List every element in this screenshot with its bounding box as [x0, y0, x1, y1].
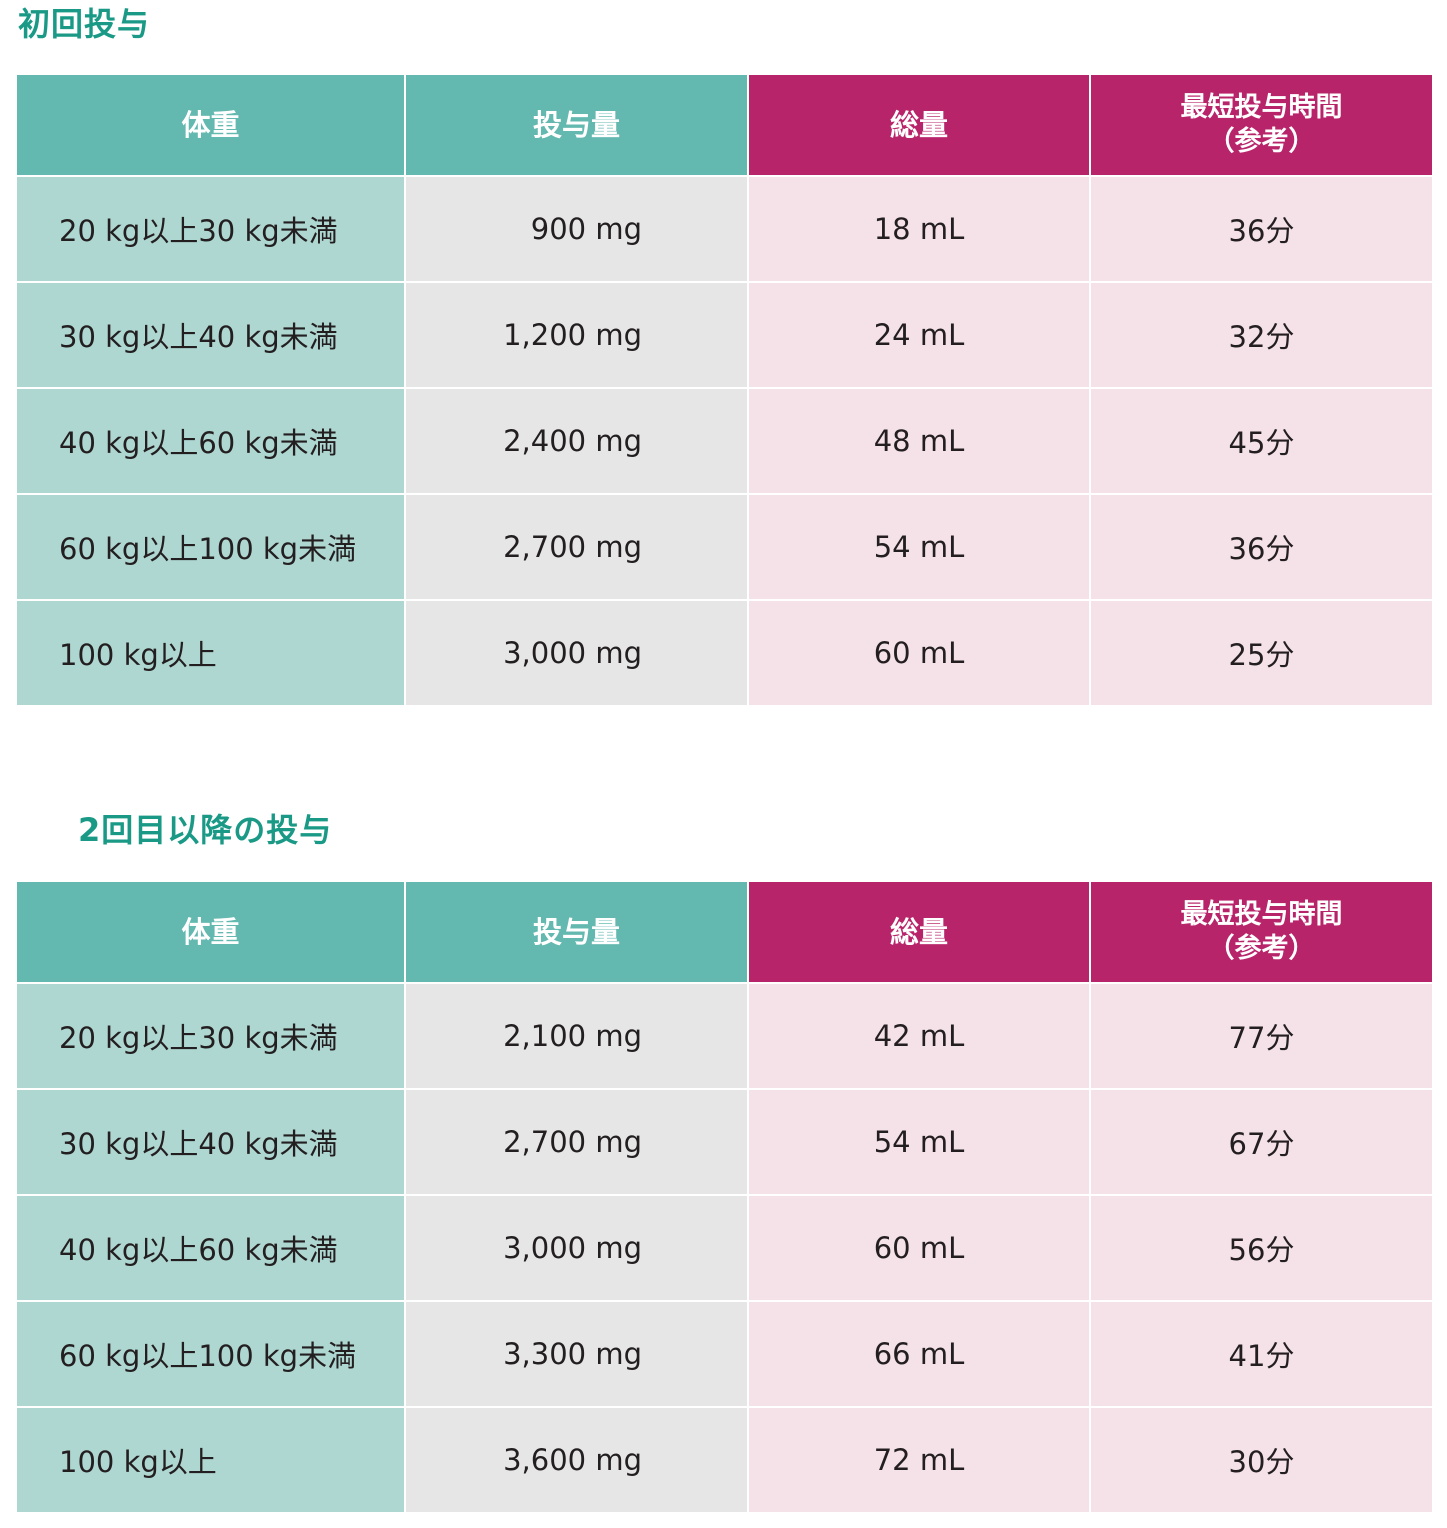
- weight-cell: 40 kg以上60 kg未満: [17, 389, 404, 493]
- volume-cell: 42 mL: [749, 984, 1089, 1088]
- weight-cell: 60 kg以上100 kg未満: [17, 1302, 404, 1406]
- section-title-subsequent-doses: 2回目以降の投与: [78, 811, 333, 849]
- header-total-volume: 総量: [749, 75, 1089, 175]
- volume-cell: 54 mL: [749, 1090, 1089, 1194]
- weight-cell: 40 kg以上60 kg未満: [17, 1196, 404, 1300]
- time-cell: 56分: [1091, 1196, 1432, 1300]
- dose-cell: 900 mg: [406, 177, 747, 281]
- volume-cell: 48 mL: [749, 389, 1089, 493]
- time-cell: 41分: [1091, 1302, 1432, 1406]
- dose-cell: 1,200 mg: [406, 283, 747, 387]
- header-reference-note: （参考）: [1207, 933, 1316, 964]
- subsequent-dose-table: 体重 投与量 総量 最短投与時間 （参考） 20 kg以上30 kg未満 2,1…: [15, 880, 1434, 1514]
- volume-cell: 24 mL: [749, 283, 1089, 387]
- header-weight: 体重: [17, 75, 404, 175]
- time-cell: 45分: [1091, 389, 1432, 493]
- volume-cell: 60 mL: [749, 601, 1089, 705]
- table-row: 40 kg以上60 kg未満 2,400 mg 48 mL 45分: [17, 389, 1432, 493]
- weight-cell: 100 kg以上: [17, 601, 404, 705]
- table-row: 60 kg以上100 kg未満 3,300 mg 66 mL 41分: [17, 1302, 1432, 1406]
- table-row: 30 kg以上40 kg未満 2,700 mg 54 mL 67分: [17, 1090, 1432, 1194]
- volume-cell: 72 mL: [749, 1408, 1089, 1512]
- header-dose: 投与量: [406, 882, 747, 982]
- volume-cell: 60 mL: [749, 1196, 1089, 1300]
- header-dose: 投与量: [406, 75, 747, 175]
- dose-cell: 3,600 mg: [406, 1408, 747, 1512]
- header-min-infusion-time: 最短投与時間 （参考）: [1091, 75, 1432, 175]
- table-row: 100 kg以上 3,000 mg 60 mL 25分: [17, 601, 1432, 705]
- section-title-initial-dose: 初回投与: [18, 5, 151, 43]
- dose-cell: 2,400 mg: [406, 389, 747, 493]
- time-cell: 32分: [1091, 283, 1432, 387]
- header-min-infusion-time-label: 最短投与時間: [1180, 92, 1343, 123]
- table-header-row: 体重 投与量 総量 最短投与時間 （参考）: [17, 75, 1432, 175]
- dose-cell: 2,700 mg: [406, 495, 747, 599]
- table-row: 100 kg以上 3,600 mg 72 mL 30分: [17, 1408, 1432, 1512]
- volume-cell: 66 mL: [749, 1302, 1089, 1406]
- volume-cell: 18 mL: [749, 177, 1089, 281]
- dose-cell: 3,300 mg: [406, 1302, 747, 1406]
- weight-cell: 100 kg以上: [17, 1408, 404, 1512]
- header-weight: 体重: [17, 882, 404, 982]
- weight-cell: 30 kg以上40 kg未満: [17, 1090, 404, 1194]
- header-total-volume: 総量: [749, 882, 1089, 982]
- table-header-row: 体重 投与量 総量 最短投与時間 （参考）: [17, 882, 1432, 982]
- time-cell: 36分: [1091, 177, 1432, 281]
- header-reference-note: （参考）: [1207, 126, 1316, 157]
- table-row: 30 kg以上40 kg未満 1,200 mg 24 mL 32分: [17, 283, 1432, 387]
- weight-cell: 20 kg以上30 kg未満: [17, 177, 404, 281]
- time-cell: 25分: [1091, 601, 1432, 705]
- weight-cell: 60 kg以上100 kg未満: [17, 495, 404, 599]
- time-cell: 77分: [1091, 984, 1432, 1088]
- table-row: 20 kg以上30 kg未満 900 mg 18 mL 36分: [17, 177, 1432, 281]
- initial-dose-table: 体重 投与量 総量 最短投与時間 （参考） 20 kg以上30 kg未満 900…: [15, 73, 1434, 707]
- dose-cell: 2,700 mg: [406, 1090, 747, 1194]
- time-cell: 67分: [1091, 1090, 1432, 1194]
- dose-cell: 3,000 mg: [406, 601, 747, 705]
- table-row: 40 kg以上60 kg未満 3,000 mg 60 mL 56分: [17, 1196, 1432, 1300]
- table-row: 60 kg以上100 kg未満 2,700 mg 54 mL 36分: [17, 495, 1432, 599]
- weight-cell: 30 kg以上40 kg未満: [17, 283, 404, 387]
- time-cell: 30分: [1091, 1408, 1432, 1512]
- dose-cell: 2,100 mg: [406, 984, 747, 1088]
- dose-cell: 3,000 mg: [406, 1196, 747, 1300]
- header-min-infusion-time: 最短投与時間 （参考）: [1091, 882, 1432, 982]
- table-row: 20 kg以上30 kg未満 2,100 mg 42 mL 77分: [17, 984, 1432, 1088]
- header-min-infusion-time-label: 最短投与時間: [1180, 899, 1343, 930]
- weight-cell: 20 kg以上30 kg未満: [17, 984, 404, 1088]
- volume-cell: 54 mL: [749, 495, 1089, 599]
- time-cell: 36分: [1091, 495, 1432, 599]
